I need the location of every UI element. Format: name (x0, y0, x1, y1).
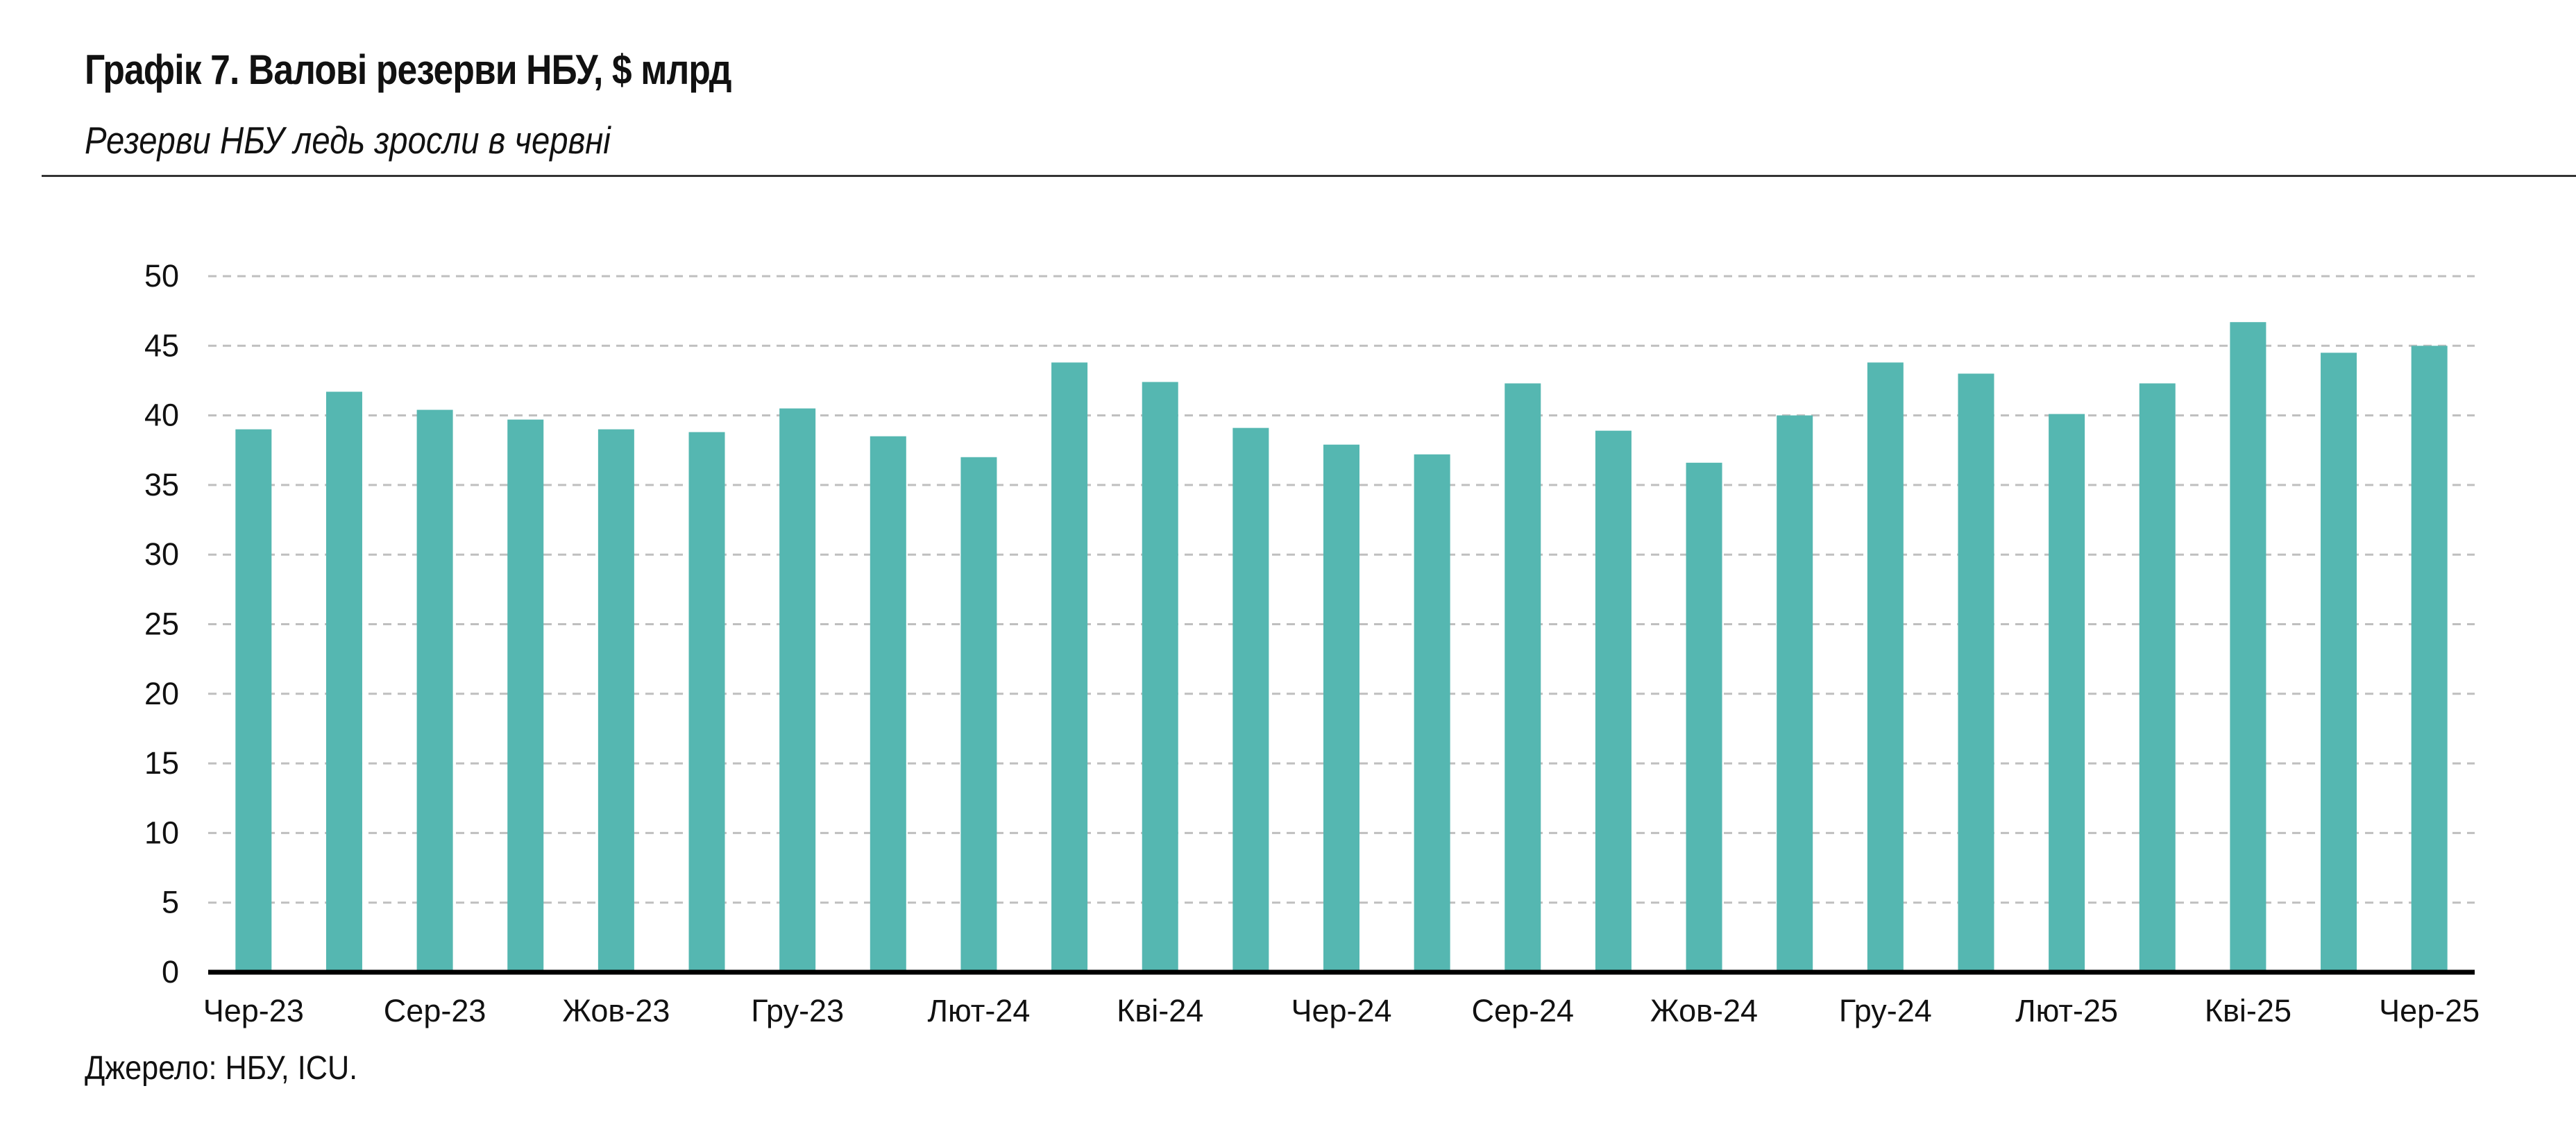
chart-title: Графік 7. Валові резерви НБУ, $ млрд (85, 46, 732, 93)
y-tick-label: 35 (144, 467, 179, 502)
y-tick-label: 25 (144, 607, 179, 642)
bar (1595, 430, 1632, 972)
y-tick-label: 30 (144, 536, 179, 572)
bar (1414, 454, 1450, 972)
chart-subtitle: Резерви НБУ ледь зросли в червні (85, 119, 611, 162)
x-tick-label: Кві-25 (2205, 993, 2291, 1028)
bar (1867, 362, 1904, 972)
x-tick-label: Гру-24 (1839, 993, 1932, 1028)
chart-source: Джерело: НБУ, ICU. (85, 1050, 358, 1087)
y-tick-label: 5 (162, 885, 179, 920)
bar (325, 391, 362, 972)
bar (2230, 322, 2266, 972)
bar (2321, 353, 2357, 973)
bar (688, 432, 725, 972)
bar (960, 457, 997, 972)
x-tick-label: Гру-23 (751, 993, 844, 1028)
bar (1142, 382, 1178, 972)
bar (416, 409, 453, 972)
y-tick-label: 20 (144, 676, 179, 711)
y-tick-label: 50 (144, 258, 179, 294)
x-tick-label: Чер-24 (1291, 993, 1391, 1028)
y-tick-label: 15 (144, 745, 179, 781)
bar (1051, 362, 1088, 972)
x-axis-tick-labels: Чер-23 Сер-23 Жов-23 Гру-23 Лют-24 Кві-24 Чер-… (203, 993, 2480, 1028)
bar (870, 436, 906, 972)
bar (1958, 373, 1994, 972)
title-divider (42, 175, 2576, 177)
x-tick-label: Кві-24 (1117, 993, 1203, 1028)
bar (779, 408, 816, 972)
bar (1686, 462, 1722, 972)
y-tick-label: 0 (162, 954, 179, 990)
bar (1505, 383, 1541, 972)
bar (2049, 414, 2085, 972)
bar (1777, 415, 1813, 972)
y-tick-label: 40 (144, 398, 179, 433)
x-tick-label: Чер-23 (203, 993, 304, 1028)
bar (507, 419, 544, 972)
x-tick-label: Сер-24 (1471, 993, 1574, 1028)
bars (235, 322, 2448, 973)
bar (1323, 444, 1359, 972)
bar (1232, 427, 1269, 972)
y-tick-label: 10 (144, 815, 179, 850)
x-tick-label: Жов-24 (1650, 993, 1758, 1028)
bar (2411, 346, 2448, 972)
x-tick-label: Сер-23 (384, 993, 486, 1028)
x-tick-label: Жов-23 (562, 993, 670, 1028)
y-axis-tick-labels: 0 5 10 15 20 25 30 35 40 45 50 (144, 258, 179, 990)
bar (598, 429, 634, 972)
y-tick-label: 45 (144, 328, 179, 363)
bar (2139, 383, 2176, 972)
x-tick-label: Лют-25 (2015, 993, 2118, 1028)
bar (235, 429, 272, 972)
x-tick-label: Лют-24 (927, 993, 1030, 1028)
x-tick-label: Чер-25 (2379, 993, 2480, 1028)
